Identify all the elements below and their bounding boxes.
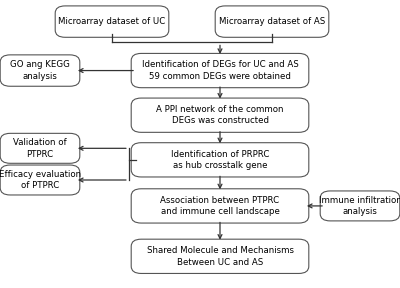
- Text: Identification of DEGs for UC and AS
59 common DEGs were obtained: Identification of DEGs for UC and AS 59 …: [142, 60, 298, 81]
- FancyBboxPatch shape: [0, 133, 80, 163]
- Text: Microarray dataset of AS: Microarray dataset of AS: [219, 17, 325, 26]
- FancyBboxPatch shape: [131, 54, 309, 88]
- Text: Validation of
PTPRC: Validation of PTPRC: [13, 138, 67, 159]
- FancyBboxPatch shape: [320, 191, 400, 221]
- FancyBboxPatch shape: [0, 165, 80, 195]
- Text: GO ang KEGG
analysis: GO ang KEGG analysis: [10, 60, 70, 81]
- Text: Immune infiltration
analysis: Immune infiltration analysis: [319, 196, 400, 216]
- Text: Efficacy evaluation
of PTPRC: Efficacy evaluation of PTPRC: [0, 170, 81, 190]
- Text: A PPI network of the common
DEGs was constructed: A PPI network of the common DEGs was con…: [156, 105, 284, 126]
- Text: Microarray dataset of UC: Microarray dataset of UC: [58, 17, 166, 26]
- FancyBboxPatch shape: [131, 143, 309, 177]
- FancyBboxPatch shape: [131, 239, 309, 274]
- FancyBboxPatch shape: [55, 6, 169, 37]
- Text: Shared Molecule and Mechanisms
Between UC and AS: Shared Molecule and Mechanisms Between U…: [146, 246, 294, 267]
- Text: Identification of PRPRC
as hub crosstalk gene: Identification of PRPRC as hub crosstalk…: [171, 149, 269, 170]
- Text: Association between PTPRC
and immune cell landscape: Association between PTPRC and immune cel…: [160, 196, 280, 216]
- FancyBboxPatch shape: [215, 6, 329, 37]
- FancyBboxPatch shape: [131, 189, 309, 223]
- FancyBboxPatch shape: [0, 55, 80, 86]
- FancyBboxPatch shape: [131, 98, 309, 132]
